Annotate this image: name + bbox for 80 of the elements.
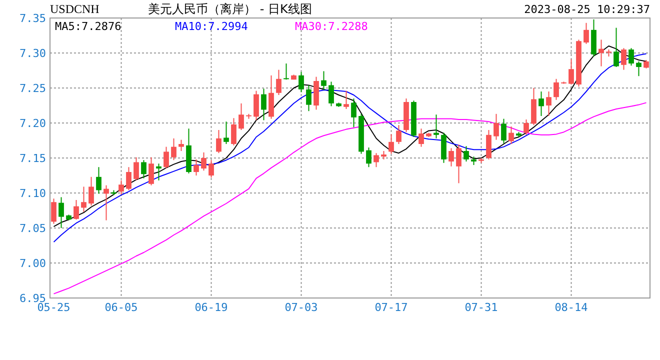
y-tick-label: 7.15	[20, 152, 46, 165]
candlestick	[501, 118, 506, 144]
candlestick	[554, 78, 559, 100]
text: USDCNH	[50, 2, 100, 16]
candlestick	[148, 156, 154, 186]
candlestick	[328, 81, 334, 107]
candlestick	[636, 60, 642, 77]
text: MA30:7.2288	[295, 20, 368, 33]
x-tick-label: 08-14	[554, 301, 588, 314]
text: 2023-08-25 10:29:37	[524, 3, 650, 16]
candlestick	[486, 130, 492, 160]
candlestick	[216, 130, 222, 154]
candlestick	[418, 128, 424, 148]
candlestick	[254, 90, 259, 121]
candlestick	[74, 200, 79, 220]
candlestick	[614, 27, 619, 68]
x-tick-label: 07-03	[284, 301, 318, 314]
candlestick	[96, 166, 102, 194]
candlestick	[524, 119, 529, 136]
y-tick-label: 7.05	[20, 222, 46, 235]
x-tick-label: 07-17	[374, 301, 408, 314]
candlestick	[238, 102, 244, 130]
y-tick-label: 7.35	[20, 12, 46, 25]
candlestick	[178, 139, 184, 152]
candlestick	[388, 134, 394, 154]
candlestick	[448, 148, 454, 167]
candlestick	[88, 176, 94, 206]
y-tick-label: 7.00	[20, 257, 46, 270]
candlestick	[366, 147, 372, 168]
y-tick-label: 7.10	[20, 187, 46, 200]
x-tick-label: 06-05	[104, 301, 138, 314]
candlestick	[351, 98, 356, 128]
candlestick	[134, 156, 139, 181]
candlestick	[584, 22, 589, 44]
y-tick-label: 7.25	[20, 82, 46, 95]
candlestick	[344, 90, 349, 110]
candlestick	[164, 146, 169, 169]
candlestick	[261, 88, 266, 121]
candlestick	[126, 166, 132, 191]
candlestick	[434, 114, 439, 139]
text: MA5:7.2876	[55, 20, 122, 33]
candlestick	[201, 152, 206, 172]
candlestick	[621, 48, 626, 70]
x-tick-label: 07-31	[464, 301, 498, 314]
line-series	[53, 102, 647, 294]
candlestick	[208, 160, 214, 178]
candlestick	[194, 158, 199, 176]
candlestick	[321, 70, 326, 91]
y-tick-label: 7.20	[20, 117, 46, 130]
candlestick	[306, 84, 312, 112]
candlestick	[171, 138, 176, 161]
candlestick	[231, 118, 236, 146]
candlestick	[628, 48, 634, 66]
x-tick-label: 05-25	[37, 301, 70, 314]
candlestick	[456, 144, 462, 184]
candlestick	[598, 39, 604, 67]
candlestick	[494, 113, 499, 140]
candlestick	[568, 58, 574, 85]
candlestick	[276, 69, 282, 96]
candlestick	[546, 91, 552, 116]
candlestick	[268, 74, 274, 120]
candlestick	[81, 186, 86, 212]
candlestick	[508, 126, 514, 144]
candlestick	[156, 163, 162, 181]
candlestick	[58, 196, 64, 228]
candlestick	[396, 124, 402, 144]
candlestick	[464, 146, 469, 162]
candlestick	[141, 160, 146, 179]
y-tick-label: 7.30	[20, 47, 46, 60]
candlestick	[224, 121, 229, 144]
candlestick	[51, 198, 56, 224]
x-tick-label: 06-19	[194, 301, 228, 314]
chart-title: 美元人民币（离岸） - 日K线图	[148, 2, 312, 16]
candlestick	[298, 71, 304, 93]
text: MA10:7.2994	[175, 20, 248, 33]
candlestick	[284, 63, 289, 80]
candlestick	[118, 180, 124, 195]
candlestick	[104, 184, 109, 221]
candlestick	[538, 91, 544, 116]
candlestick	[374, 152, 379, 168]
